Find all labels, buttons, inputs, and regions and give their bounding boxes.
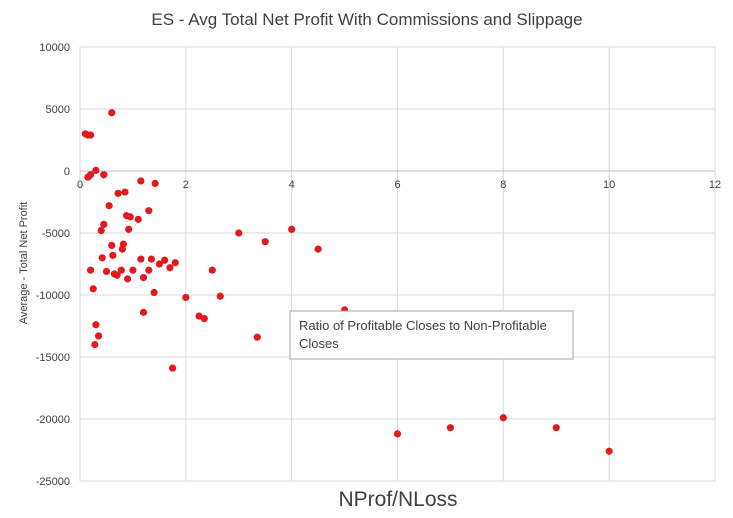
data-point [97, 226, 105, 235]
data-point [314, 245, 322, 253]
data-point [86, 266, 95, 274]
data-point [446, 424, 455, 432]
data-point [499, 414, 507, 422]
annotation-box: Ratio of Profitable Closes to Non-Profit… [289, 310, 574, 360]
data-point [171, 259, 179, 267]
data-point [145, 266, 153, 274]
y-tick-label: -10000 [36, 290, 70, 302]
data-point [117, 266, 125, 274]
data-point [216, 292, 224, 300]
x-tick-label: 2 [183, 179, 189, 191]
x-tick-label: 8 [500, 179, 506, 191]
data-point [92, 321, 100, 329]
data-point [150, 288, 158, 297]
data-point [129, 266, 137, 274]
data-point [161, 256, 169, 264]
data-point [86, 131, 95, 139]
data-point [125, 225, 133, 233]
x-axis-label: NProf/NLoss [338, 488, 457, 511]
data-point [108, 241, 116, 249]
y-axis-label: Average - Total Net Profit [18, 202, 30, 325]
data-point [145, 207, 153, 215]
data-point [288, 225, 296, 233]
data-point [147, 255, 156, 263]
data-point [235, 229, 243, 237]
data-point [155, 260, 163, 268]
data-point [182, 293, 190, 302]
data-point [113, 271, 121, 279]
data-point [605, 447, 613, 455]
annotation-line-1: Ratio of Profitable Closes to Non-Profit… [299, 318, 547, 333]
data-point [261, 238, 269, 246]
data-point [126, 213, 134, 221]
y-tick-label: -20000 [36, 414, 70, 426]
data-point [139, 274, 148, 282]
x-tick-label: 10 [603, 179, 615, 191]
data-point [121, 188, 129, 196]
data-point [100, 171, 108, 179]
x-tick-label: 0 [77, 179, 83, 191]
data-point [169, 364, 177, 372]
data-point [552, 424, 560, 432]
data-point [89, 285, 97, 293]
data-point [166, 264, 174, 272]
data-point [102, 267, 111, 276]
y-tick-label: -15000 [36, 352, 70, 364]
x-tick-label: 6 [394, 179, 400, 191]
y-tick-label: -25000 [36, 476, 70, 488]
data-point [253, 333, 261, 341]
chart-title: ES - Avg Total Net Profit With Commissio… [151, 10, 582, 29]
data-point [151, 179, 159, 187]
data-point [119, 240, 127, 248]
data-point [139, 308, 148, 316]
data-point [108, 109, 116, 117]
data-point [91, 341, 99, 349]
data-points [81, 109, 613, 455]
x-tick-label: 12 [709, 179, 721, 191]
data-point [109, 251, 117, 259]
data-point [92, 166, 100, 174]
data-point [86, 171, 95, 179]
data-point [94, 332, 103, 340]
x-tick-label: 4 [289, 179, 295, 191]
data-point [200, 314, 208, 323]
tick-labels: 10000 5000 0 -5000 -10000 -15000 -20000 -25000 0… [36, 42, 721, 488]
data-point [98, 254, 106, 262]
y-tick-label: -5000 [42, 228, 70, 240]
data-point [393, 430, 402, 438]
data-point [105, 202, 113, 210]
data-point [100, 220, 108, 228]
y-tick-label: 0 [64, 166, 70, 178]
y-tick-label: 5000 [46, 104, 70, 116]
y-tick-label: 10000 [39, 42, 70, 54]
data-point [137, 177, 145, 185]
data-point [208, 266, 216, 274]
annotation-line-2: Closes [299, 336, 339, 351]
data-point [114, 189, 122, 197]
data-point [134, 215, 142, 223]
data-point [124, 275, 132, 283]
data-point [137, 255, 145, 263]
